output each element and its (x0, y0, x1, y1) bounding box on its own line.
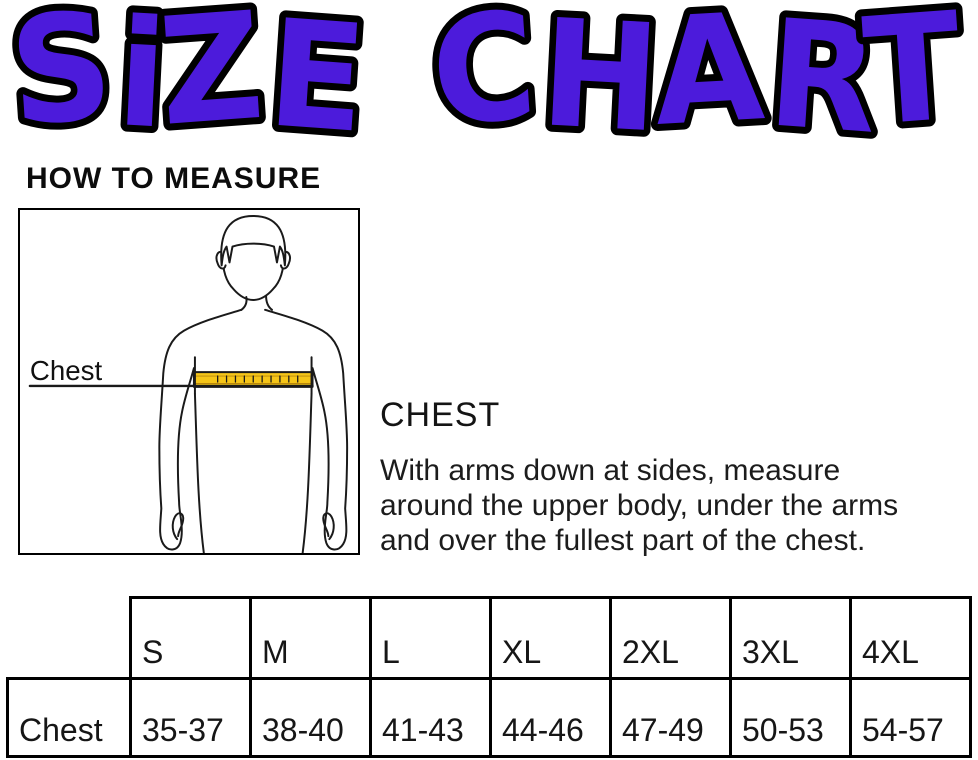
figure-neck-right (265, 295, 274, 311)
size-header-3xl: 3XL (729, 596, 852, 680)
size-table: S M L XL 2XL 3XL 4XL Chest 35-37 38-40 4… (6, 596, 972, 758)
measuring-tape (192, 371, 314, 388)
size-header-2xl: 2XL (609, 596, 732, 680)
tape-tick-marks (217, 375, 299, 383)
title-banner: SiZE CHART (0, 0, 973, 152)
torso-diagram: Chest (28, 214, 349, 553)
chest-instruction-text: With arms down at sides, measure around … (380, 453, 960, 558)
size-header-l: L (369, 596, 492, 680)
page-title: SiZE CHART (4, 0, 966, 152)
figure-neck-left (240, 296, 248, 311)
chest-values-row: Chest 35-37 38-40 41-43 44-46 47-49 50-5… (6, 677, 972, 758)
size-header-4xl: 4XL (849, 596, 972, 680)
size-header-s: S (129, 596, 252, 680)
instruction-line: and over the fullest part of the chest. (380, 524, 866, 557)
chest-value-3xl: 50-53 (729, 677, 852, 758)
size-header-m: M (249, 596, 372, 680)
chest-value-l: 41-43 (369, 677, 492, 758)
instruction-line: around the upper body, under the arms (380, 489, 899, 522)
row-label-chest: Chest (6, 677, 132, 758)
chest-value-xl: 44-46 (489, 677, 612, 758)
figure-right-arm (264, 308, 349, 553)
size-header-xl: XL (489, 596, 612, 680)
chest-value-m: 38-40 (249, 677, 372, 758)
figure-left-arm (158, 308, 243, 553)
measurement-diagram-box: Chest (18, 208, 360, 555)
chest-heading: CHEST (380, 396, 501, 434)
table-corner-cell (8, 598, 131, 679)
size-header-row: S M L XL 2XL 3XL 4XL (8, 596, 972, 680)
chest-diagram-label: Chest (30, 355, 103, 386)
chest-value-s: 35-37 (129, 677, 252, 758)
figure-hair (220, 214, 287, 267)
chest-instructions: CHEST With arms down at sides, measure a… (380, 396, 960, 558)
chest-value-2xl: 47-49 (609, 677, 732, 758)
chest-value-4xl: 54-57 (849, 677, 972, 758)
how-to-measure-heading: HOW TO MEASURE (26, 162, 322, 195)
instruction-line: With arms down at sides, measure (380, 454, 841, 487)
